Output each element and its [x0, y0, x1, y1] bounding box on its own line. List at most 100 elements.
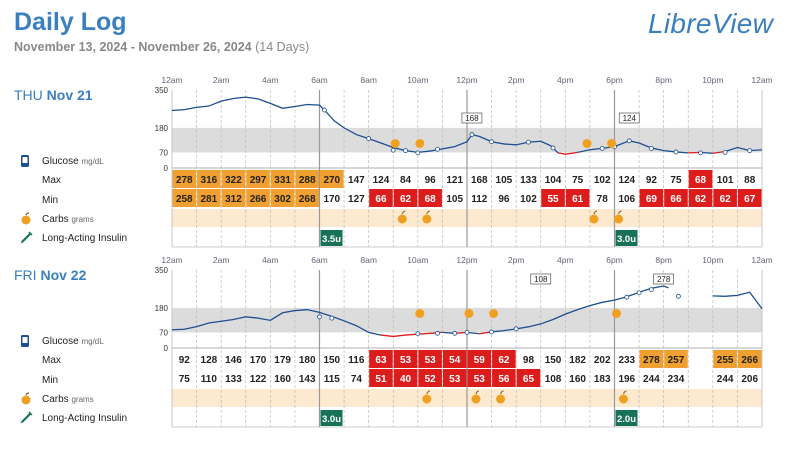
insulin-badge: [615, 230, 638, 246]
apple-icon: [21, 392, 31, 405]
legend-max: Max: [42, 355, 61, 366]
chart-apple-icon: [390, 138, 400, 148]
chart-apple-icon: [415, 138, 425, 148]
legend-glucose: Glucose mg/dL: [42, 336, 104, 347]
y-tick-label: 180: [155, 124, 169, 133]
max-cell-bg: [295, 170, 319, 188]
legend-max: Max: [42, 175, 61, 186]
max-cell-bg: [418, 350, 442, 368]
legend-carbs: Carbs grams: [42, 214, 94, 225]
max-cell-bg: [197, 170, 221, 188]
min-cell-bg: [664, 189, 688, 207]
days-count: (14 Days): [255, 40, 310, 54]
date-range: November 13, 2024 - November 26, 2024 (1…: [14, 40, 309, 54]
min-cell-bg: [295, 189, 319, 207]
time-label: 12pm: [456, 75, 477, 85]
min-cell: 268: [299, 194, 316, 205]
scan-point: [489, 139, 494, 145]
min-cell: 56: [498, 374, 510, 385]
min-cell: 160: [274, 374, 291, 385]
max-cell: 88: [744, 175, 756, 186]
max-cell: 255: [717, 355, 734, 366]
scan-point: [403, 148, 408, 154]
time-label: 8pm: [655, 255, 672, 265]
time-label: 8am: [360, 75, 377, 85]
libreview-logo: LibreView: [648, 8, 774, 39]
scan-point: [464, 330, 470, 335]
time-label: 4am: [262, 255, 279, 265]
min-cell: 108: [545, 374, 562, 385]
max-cell-bg: [369, 350, 393, 368]
max-cell-bg: [393, 350, 418, 368]
scan-point: [722, 150, 728, 155]
max-cell-bg: [713, 350, 737, 368]
time-label: 10pm: [702, 75, 723, 85]
scan-point: [390, 147, 396, 153]
time-label: 2pm: [508, 75, 525, 85]
min-cell: 53: [449, 374, 461, 385]
max-cell: 150: [545, 355, 562, 366]
min-cell: 112: [471, 194, 488, 205]
chart-apple-icon: [607, 138, 617, 148]
value-callout: 108: [534, 275, 548, 284]
syringe-icon: [20, 411, 33, 424]
glucose-trace: [491, 285, 669, 333]
max-cell: 68: [695, 175, 707, 186]
min-cell: 196: [618, 374, 635, 385]
scan-point: [489, 329, 494, 335]
max-cell: 53: [425, 355, 437, 366]
min-cell-bg: [221, 189, 246, 207]
max-cell-bg: [442, 350, 467, 368]
glucose-trace: [171, 309, 382, 336]
chart-apple-icon: [415, 308, 425, 318]
apple-icon: [471, 394, 481, 404]
scan-point: [329, 315, 335, 321]
max-cell-bg: [467, 350, 492, 368]
scan-point: [673, 149, 679, 155]
max-cell: 270: [323, 175, 340, 186]
apple-icon: [21, 212, 31, 225]
legend-carbs-unit: grams: [71, 395, 94, 404]
time-label: 6pm: [606, 255, 623, 265]
time-label: 2am: [213, 255, 230, 265]
min-cell: 102: [520, 194, 537, 205]
glucose-trace: [712, 291, 763, 310]
min-cell: 62: [695, 194, 707, 205]
max-cell-bg: [688, 170, 713, 188]
legend-carbs-text: Carbs: [42, 394, 69, 405]
max-cell: 124: [373, 175, 390, 186]
apple-stem: [500, 390, 504, 395]
max-cell: 288: [299, 175, 316, 186]
y-tick-label: 350: [155, 86, 169, 95]
time-label: 12am: [161, 255, 182, 265]
time-label: 8pm: [655, 75, 672, 85]
min-cell: 96: [498, 194, 510, 205]
phone-icon: [21, 155, 29, 167]
time-label: 10pm: [702, 255, 723, 265]
scan-point: [648, 145, 654, 151]
legend-insulin: Long-Acting Insulin: [42, 233, 128, 244]
min-cell-bg: [418, 189, 442, 207]
day-date: Nov 21: [46, 87, 93, 103]
apple-stem: [426, 210, 430, 215]
min-cell-bg: [737, 189, 762, 207]
max-cell: 128: [201, 355, 218, 366]
day-weekday: FRI: [14, 267, 37, 283]
min-cell-bg: [393, 369, 418, 387]
max-cell: 124: [618, 175, 635, 186]
apple-stem: [618, 210, 622, 215]
day-label-fri: FRI Nov 22: [14, 267, 86, 283]
scan-point: [636, 290, 642, 296]
time-label: 4pm: [557, 75, 574, 85]
max-cell-bg: [221, 170, 246, 188]
time-label: 12pm: [456, 255, 477, 265]
min-cell: 65: [523, 374, 535, 385]
time-label: 6am: [311, 255, 328, 265]
max-cell-bg: [172, 170, 197, 188]
daily-chart-thu: 12am 2am 4am 6am 8am 10am 12pm 2pm 4pm 6pm 8pm 10pm…: [155, 75, 773, 248]
min-cell: 160: [569, 374, 586, 385]
legend-carbs: Carbs grams: [42, 394, 94, 405]
max-cell: 102: [594, 175, 611, 186]
min-cell-bg: [393, 189, 418, 207]
y-tick-label: 0: [164, 164, 169, 173]
